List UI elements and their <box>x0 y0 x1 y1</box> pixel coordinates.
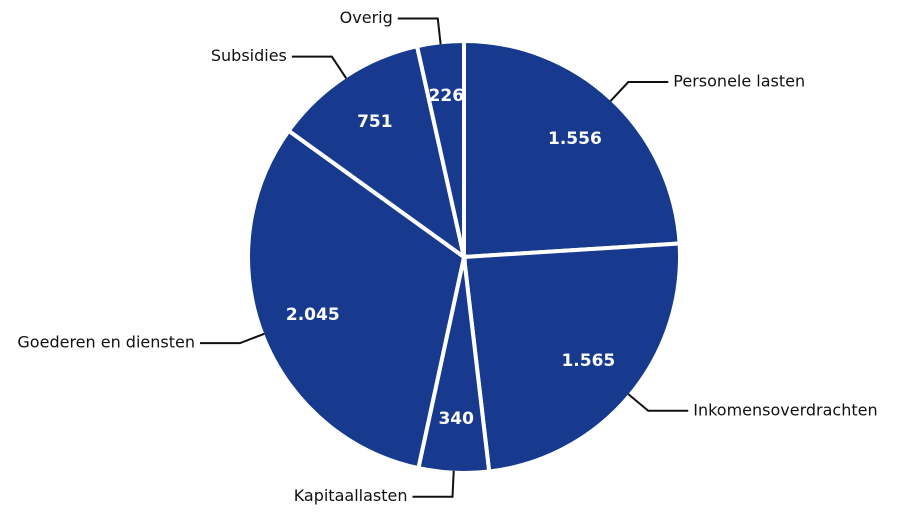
slice-value-label: 751 <box>357 112 393 132</box>
slice-label: Goederen en diensten <box>17 333 195 352</box>
slice-value-label: 340 <box>438 409 474 429</box>
leader-line <box>627 393 689 412</box>
leader-line <box>412 470 455 498</box>
slice-value-label: 2.045 <box>286 305 340 325</box>
slice-label: Inkomensoverdrachten <box>693 400 877 419</box>
pie-slice <box>462 38 682 260</box>
slice-value-label: 1.556 <box>548 129 602 149</box>
slice-value-label: 1.565 <box>561 351 615 371</box>
slice-label: Kapitaallasten <box>294 486 408 505</box>
slice-label: Personele lasten <box>673 72 805 91</box>
leader-line <box>291 55 348 79</box>
leader-line <box>609 81 669 102</box>
leader-line <box>397 17 442 45</box>
leader-line <box>199 332 265 345</box>
slice-label: Overig <box>340 8 393 27</box>
slice-value-label: 226 <box>429 86 465 106</box>
slice-label: Subsidies <box>211 46 287 65</box>
